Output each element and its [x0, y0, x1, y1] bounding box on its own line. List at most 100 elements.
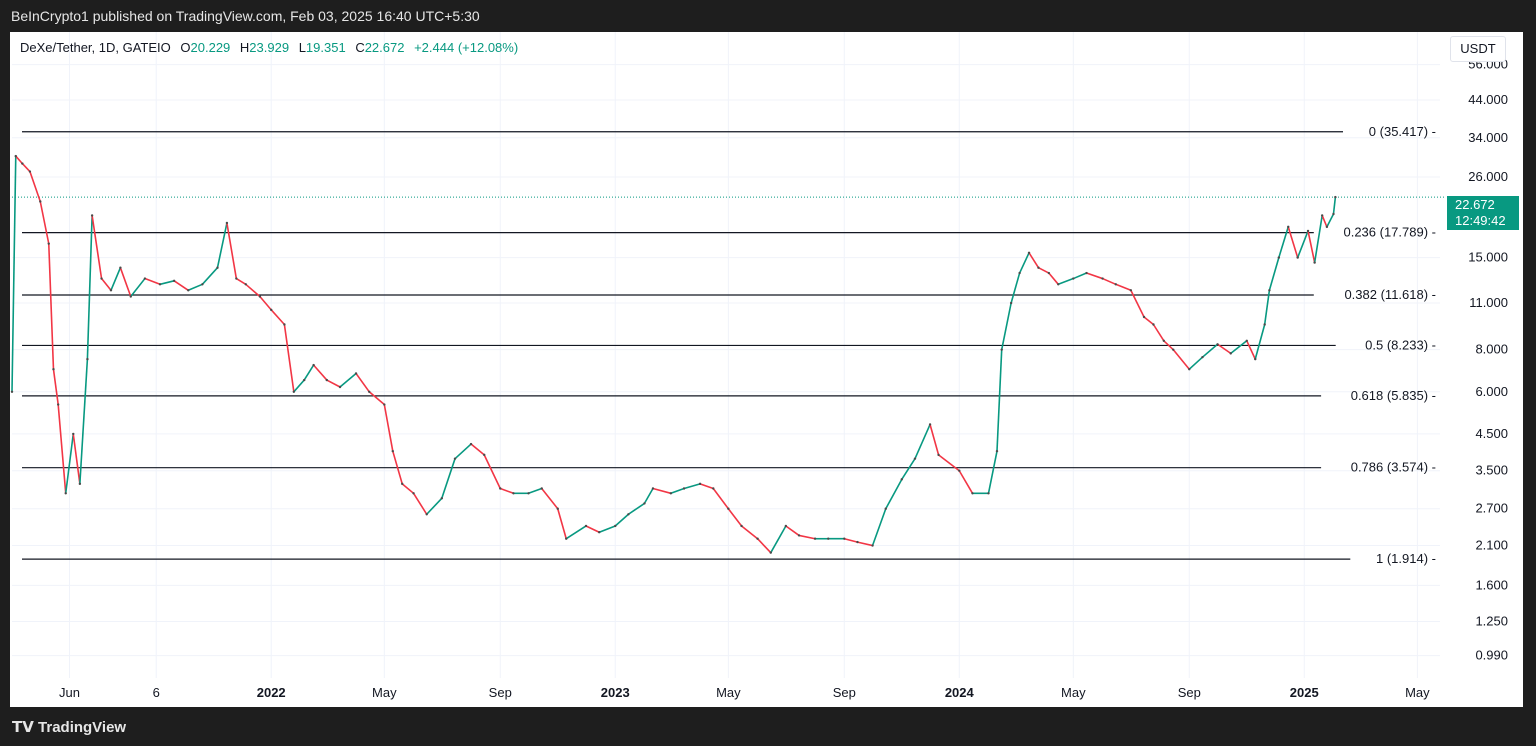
price-point: [312, 363, 315, 367]
price-point: [10, 390, 14, 393]
price-point: [843, 537, 846, 540]
price-segment: [412, 492, 428, 515]
x-tick-label: 2022: [257, 685, 286, 700]
fib-level-label: 0.236 (17.789) -: [1343, 225, 1436, 240]
price-point: [913, 457, 917, 460]
price-point: [1216, 343, 1219, 346]
fib-level-label: 0.5 (8.233) -: [1365, 337, 1436, 352]
price-segment: [235, 277, 247, 285]
x-tick-label: Sep: [1178, 685, 1201, 700]
price-segment: [1143, 316, 1154, 326]
x-tick-label: 2024: [945, 685, 975, 700]
price-segment: [226, 222, 238, 279]
y-tick-label: 0.990: [1475, 648, 1508, 663]
price-point: [56, 403, 60, 406]
price-segment: [1332, 197, 1337, 215]
price-point: [52, 368, 55, 371]
price-point: [1229, 352, 1232, 355]
price-point: [483, 453, 486, 457]
price-segment: [72, 433, 81, 484]
price-segment: [844, 537, 858, 543]
x-tick-label: May: [716, 685, 741, 700]
price-point: [302, 378, 306, 382]
price-point: [971, 492, 974, 495]
price-point: [928, 423, 932, 426]
price-segment: [1307, 230, 1316, 263]
price-point: [937, 453, 940, 457]
price-point: [900, 478, 903, 481]
symbol-label[interactable]: DeXe/Tether, 1D, GATEIO: [20, 40, 171, 55]
low-label: L: [298, 40, 306, 55]
price-point: [682, 487, 686, 490]
price-segment: [598, 525, 616, 533]
y-tick-label: 8.000: [1475, 342, 1508, 357]
price-segment: [39, 201, 50, 244]
x-tick-label: Sep: [833, 685, 856, 700]
price-point: [1027, 251, 1031, 254]
price-segment: [1038, 266, 1050, 274]
price-point: [1047, 271, 1051, 275]
price-segment: [1163, 340, 1174, 351]
price-point: [469, 442, 473, 446]
price-point: [391, 449, 394, 453]
price-point: [90, 214, 94, 217]
price-segment: [91, 215, 103, 279]
price-segment: [159, 280, 175, 286]
price-segment: [454, 443, 472, 460]
price-point: [1085, 271, 1088, 275]
price-point: [64, 492, 67, 495]
price-point: [1201, 355, 1204, 359]
price-point: [627, 513, 630, 516]
price-point: [740, 524, 743, 528]
ohlc-legend: DeXe/Tether, 1D, GATEIO O20.229 H23.929 …: [20, 40, 518, 55]
last-price-value: 22.672: [1455, 197, 1495, 212]
chart-panel[interactable]: [10, 32, 1523, 707]
price-point: [100, 277, 103, 280]
price-segment: [528, 487, 543, 495]
price-segment: [683, 483, 701, 490]
price-segment: [699, 483, 714, 490]
y-tick-label: 3.500: [1475, 463, 1508, 478]
price-segment: [483, 454, 501, 489]
price-point: [1018, 271, 1021, 275]
price-point: [1129, 289, 1133, 292]
price-segment: [187, 283, 203, 292]
price-segment: [1254, 324, 1266, 360]
price-segment: [52, 369, 59, 405]
price-point: [39, 200, 42, 203]
price-segment: [627, 502, 645, 515]
tradingview-logo-text: TradingView: [38, 719, 127, 736]
price-point: [338, 385, 342, 389]
price-point: [119, 266, 122, 269]
tradingview-logo[interactable]: 𝗧𝗩 TradingView: [12, 718, 126, 736]
price-point: [1037, 266, 1040, 269]
price-segment: [1268, 257, 1280, 291]
currency-unit-button[interactable]: USDT: [1450, 36, 1506, 62]
price-point: [527, 492, 530, 495]
low-value: 19.351: [305, 40, 346, 55]
price-segment: [110, 267, 122, 291]
price-point: [258, 295, 262, 298]
price-point: [958, 469, 961, 472]
price-segment: [885, 478, 903, 510]
price-point: [1142, 315, 1146, 319]
price-segment: [770, 525, 787, 554]
price-segment: [313, 364, 328, 381]
price-point: [1332, 212, 1335, 216]
publish-info: BeInCrypto1 published on TradingView.com…: [11, 8, 480, 24]
price-point: [325, 378, 329, 382]
price-segment: [1000, 302, 1012, 350]
price-point: [643, 502, 646, 505]
price-segment: [857, 541, 873, 547]
price-point: [383, 403, 386, 406]
price-point: [565, 537, 568, 540]
y-tick-label: 1.250: [1475, 614, 1508, 629]
price-point: [614, 524, 617, 528]
publish-bar: BeInCrypto1 published on TradingView.com…: [0, 0, 1536, 30]
price-segment: [1201, 343, 1219, 358]
price-segment: [303, 364, 315, 381]
price-segment: [1246, 340, 1256, 360]
footer-bar: [0, 708, 1536, 746]
price-segment: [798, 534, 816, 540]
